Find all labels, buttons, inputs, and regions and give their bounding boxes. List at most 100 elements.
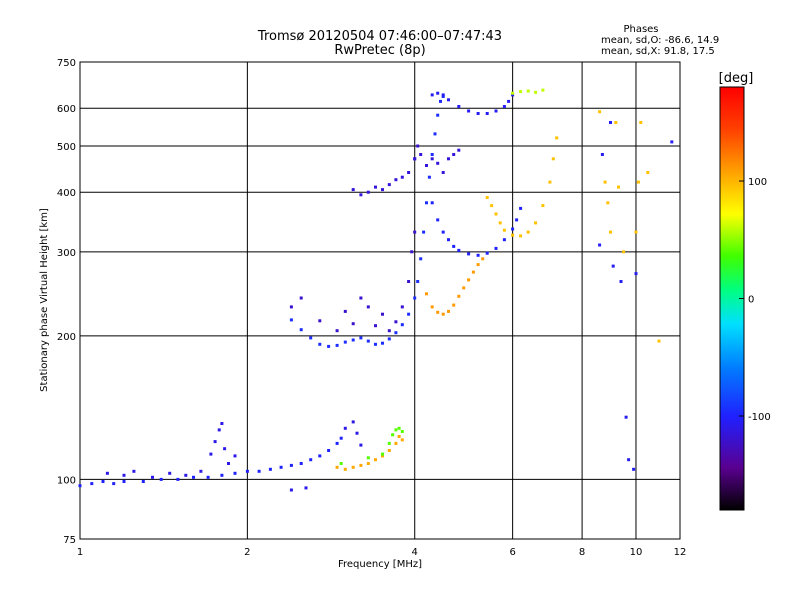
data-point (318, 454, 322, 458)
data-point (436, 161, 440, 165)
data-point (309, 336, 313, 340)
data-point (457, 148, 461, 152)
data-point (366, 456, 370, 460)
data-point (381, 188, 384, 192)
data-point (351, 420, 355, 424)
data-point (366, 305, 370, 309)
data-point (257, 469, 261, 473)
data-point (634, 272, 638, 276)
data-point (462, 286, 466, 290)
y-tick-label: 750 (57, 58, 76, 69)
colorbar-tick-label: 100 (748, 177, 767, 188)
data-point (622, 250, 626, 254)
data-point (598, 110, 602, 114)
data-point (299, 296, 303, 300)
data-point (632, 467, 636, 471)
data-point (374, 458, 377, 462)
data-point (407, 312, 411, 316)
x-axis-ticks: 1 2 4 6 8 10 12 (77, 547, 687, 558)
data-point (381, 312, 384, 316)
data-point (430, 201, 434, 205)
data-point (335, 441, 339, 445)
data-point (427, 175, 431, 179)
stats-heading: Phases (623, 24, 658, 35)
data-point (394, 331, 398, 335)
data-point (387, 183, 391, 187)
data-point (526, 89, 530, 93)
data-point (441, 230, 445, 234)
data-point (603, 180, 607, 184)
data-point (425, 201, 428, 205)
data-point (184, 473, 188, 477)
grid-lines (80, 62, 680, 539)
x-axis-label: Frequency [MHz] (338, 559, 422, 570)
data-point (600, 153, 604, 156)
data-point (78, 484, 82, 488)
data-point (355, 431, 359, 435)
data-point (374, 185, 377, 189)
data-point (511, 91, 515, 95)
data-point (374, 324, 377, 328)
data-point (425, 292, 428, 296)
data-point (397, 426, 401, 430)
data-point (289, 305, 293, 309)
data-point (494, 109, 498, 113)
data-point (452, 244, 456, 248)
data-point (441, 95, 445, 98)
data-point (391, 433, 395, 437)
data-point (430, 157, 434, 161)
x-tick-label: 4 (412, 547, 418, 558)
data-point (452, 303, 456, 307)
data-point (646, 171, 650, 174)
data-point (217, 428, 221, 432)
data-point (447, 98, 450, 102)
data-point (220, 473, 224, 477)
data-point (366, 462, 370, 465)
x-tick-label: 10 (630, 547, 643, 558)
data-point (339, 462, 343, 465)
data-point (534, 221, 538, 225)
data-point (441, 93, 445, 97)
data-point (441, 171, 445, 174)
data-point (419, 153, 423, 156)
data-point (639, 121, 643, 124)
data-point (335, 329, 339, 333)
chart-title: Tromsø 20120504 07:46:00–07:47:43 (257, 29, 502, 44)
data-point (627, 458, 631, 462)
data-point (422, 230, 426, 234)
colorbar-tick-label: 0 (748, 295, 754, 306)
data-point (397, 435, 401, 438)
plot-area (79, 61, 681, 540)
data-point (176, 477, 180, 481)
y-tick-label: 300 (57, 248, 76, 259)
data-point (548, 180, 552, 184)
data-point (168, 471, 172, 475)
data-point (481, 257, 485, 261)
colorbar-label: [deg] (719, 71, 754, 86)
data-point (498, 221, 502, 225)
data-point (366, 190, 370, 194)
data-point (309, 458, 313, 462)
data-point (343, 426, 347, 430)
data-point (327, 344, 331, 348)
data-point (526, 230, 530, 234)
data-point (233, 471, 237, 475)
data-point (227, 462, 230, 465)
data-point (387, 329, 391, 333)
data-point (476, 263, 480, 267)
data-point (381, 452, 384, 456)
data-point (467, 278, 471, 282)
data-point (614, 121, 618, 124)
data-point (400, 323, 404, 327)
data-point (359, 443, 363, 447)
data-point (636, 180, 640, 184)
data-point (122, 480, 126, 483)
data-point (457, 105, 461, 108)
y-tick-label: 75 (63, 535, 76, 546)
data-point (436, 218, 440, 222)
data-point (430, 153, 434, 156)
data-point (439, 99, 442, 103)
data-point (457, 294, 461, 298)
y-axis-label: Stationary phase Virtual Height [km] (39, 208, 50, 392)
